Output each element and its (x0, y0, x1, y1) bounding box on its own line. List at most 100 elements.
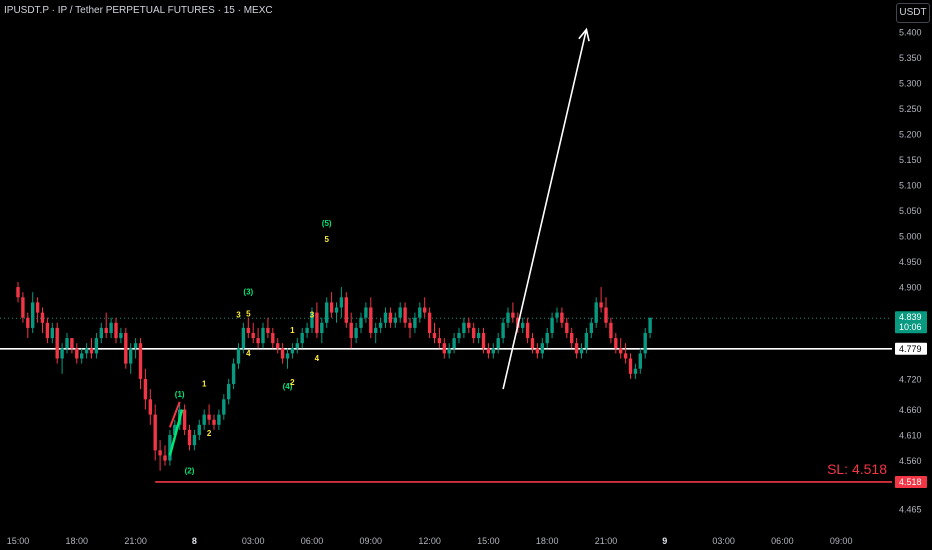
candle-body (246, 327, 250, 333)
candle-body (148, 399, 152, 415)
candle-body (408, 322, 412, 328)
wave-label: 2 (290, 378, 295, 387)
candle-body (638, 353, 642, 369)
candle-body (104, 327, 108, 333)
candle-body (65, 338, 69, 349)
candle-body (565, 322, 569, 333)
candle-body (75, 348, 79, 359)
candle-body (545, 332, 549, 344)
time-axis-label: 03:00 (242, 536, 265, 546)
time-axis-label: 09:00 (830, 536, 853, 546)
candle-body (271, 332, 275, 344)
candle-body (143, 378, 148, 400)
candle-body (427, 312, 432, 333)
candle-body (452, 338, 456, 349)
time-axis-label: 8 (192, 536, 197, 546)
candle-body (374, 327, 378, 333)
candle-body (423, 307, 427, 313)
candle-body (50, 327, 54, 339)
candle-body (227, 384, 231, 400)
candle-body (153, 414, 157, 451)
candle-body (486, 348, 491, 354)
candle-body (133, 343, 138, 349)
candle-body (192, 435, 197, 446)
price-tag-countdown: 10:06 (899, 322, 922, 332)
candle-body (388, 312, 393, 323)
candle-body (403, 307, 407, 323)
candle-body (99, 327, 103, 339)
time-axis[interactable]: 15:00 18:00 21:00 8 03:00 06:00 09:00 12:00 15:0… (7, 536, 853, 546)
candle-body (241, 327, 246, 349)
candle-body (325, 302, 329, 323)
candle-body (369, 307, 373, 333)
price-axis-label: 5.150 (899, 155, 922, 165)
price-axis-label: 5.250 (899, 104, 922, 114)
price-axis[interactable]: 5.400 5.350 5.300 5.250 5.200 5.150 5.100 5.050… (899, 28, 922, 515)
trend-arrow-line (502, 29, 588, 390)
candle-body (609, 322, 613, 339)
time-axis-label: 12:00 (418, 536, 441, 546)
price-tag-label: 4.779 (899, 344, 922, 354)
candle-body (266, 327, 270, 333)
candle-body (45, 322, 50, 339)
price-axis-label: 4.465 (899, 505, 922, 515)
stop-loss-label: SL: 4.518 (827, 461, 887, 477)
candle-body (138, 343, 143, 379)
candle-body (344, 297, 348, 323)
time-axis-label: 15:00 (7, 536, 30, 546)
wave-label: 5 (246, 310, 251, 319)
candle-body (349, 322, 353, 339)
currency-button[interactable]: USDT (896, 3, 930, 23)
candle-body (550, 317, 554, 333)
candle-body (354, 327, 358, 339)
candle-body (619, 348, 623, 354)
candle-body (643, 332, 647, 354)
candle-body (506, 312, 510, 323)
candle-body (555, 312, 559, 318)
wave-label: 3 (310, 311, 315, 320)
candle-body (158, 450, 162, 456)
price-axis-label: 5.300 (899, 79, 922, 89)
price-axis-label: 4.560 (899, 456, 922, 466)
price-axis-label: 4.900 (899, 283, 922, 293)
price-axis-label: 5.350 (899, 53, 922, 63)
candle-body (393, 317, 397, 323)
wave-label: (3) (243, 288, 253, 297)
candle-body (84, 348, 89, 354)
candle-body (574, 343, 579, 354)
candle-body (467, 322, 471, 328)
wave-1-red-line (168, 401, 181, 428)
candle-body (398, 307, 402, 318)
candle-body (295, 343, 299, 349)
candle-body (594, 302, 598, 323)
wave-label: (1) (175, 390, 185, 399)
candle-body (432, 332, 437, 339)
price-axis-label: 5.200 (899, 130, 922, 140)
time-axis-label: 03:00 (712, 536, 735, 546)
wave-label: 4 (246, 349, 251, 358)
candle-body (628, 358, 633, 374)
candle-body (457, 332, 461, 339)
candle-body (447, 348, 451, 354)
candles (16, 281, 652, 471)
time-axis-label: 15:00 (477, 536, 500, 546)
candle-body (540, 343, 544, 354)
candle-body (290, 348, 295, 354)
candle-body (579, 348, 584, 354)
wave-label: (5) (322, 219, 332, 228)
candle-body (222, 399, 226, 415)
candle-body (437, 338, 442, 344)
candle-body (261, 327, 265, 344)
candle-body (114, 322, 118, 339)
price-axis-label: 5.400 (899, 28, 922, 38)
candle-body (329, 302, 334, 313)
time-axis-label: 9 (662, 536, 667, 546)
price-axis-label: 5.100 (899, 181, 922, 191)
wave-label: (2) (185, 466, 195, 475)
candle-body (129, 348, 133, 364)
price-axis-label: 5.000 (899, 232, 922, 242)
candle-body (187, 429, 192, 446)
